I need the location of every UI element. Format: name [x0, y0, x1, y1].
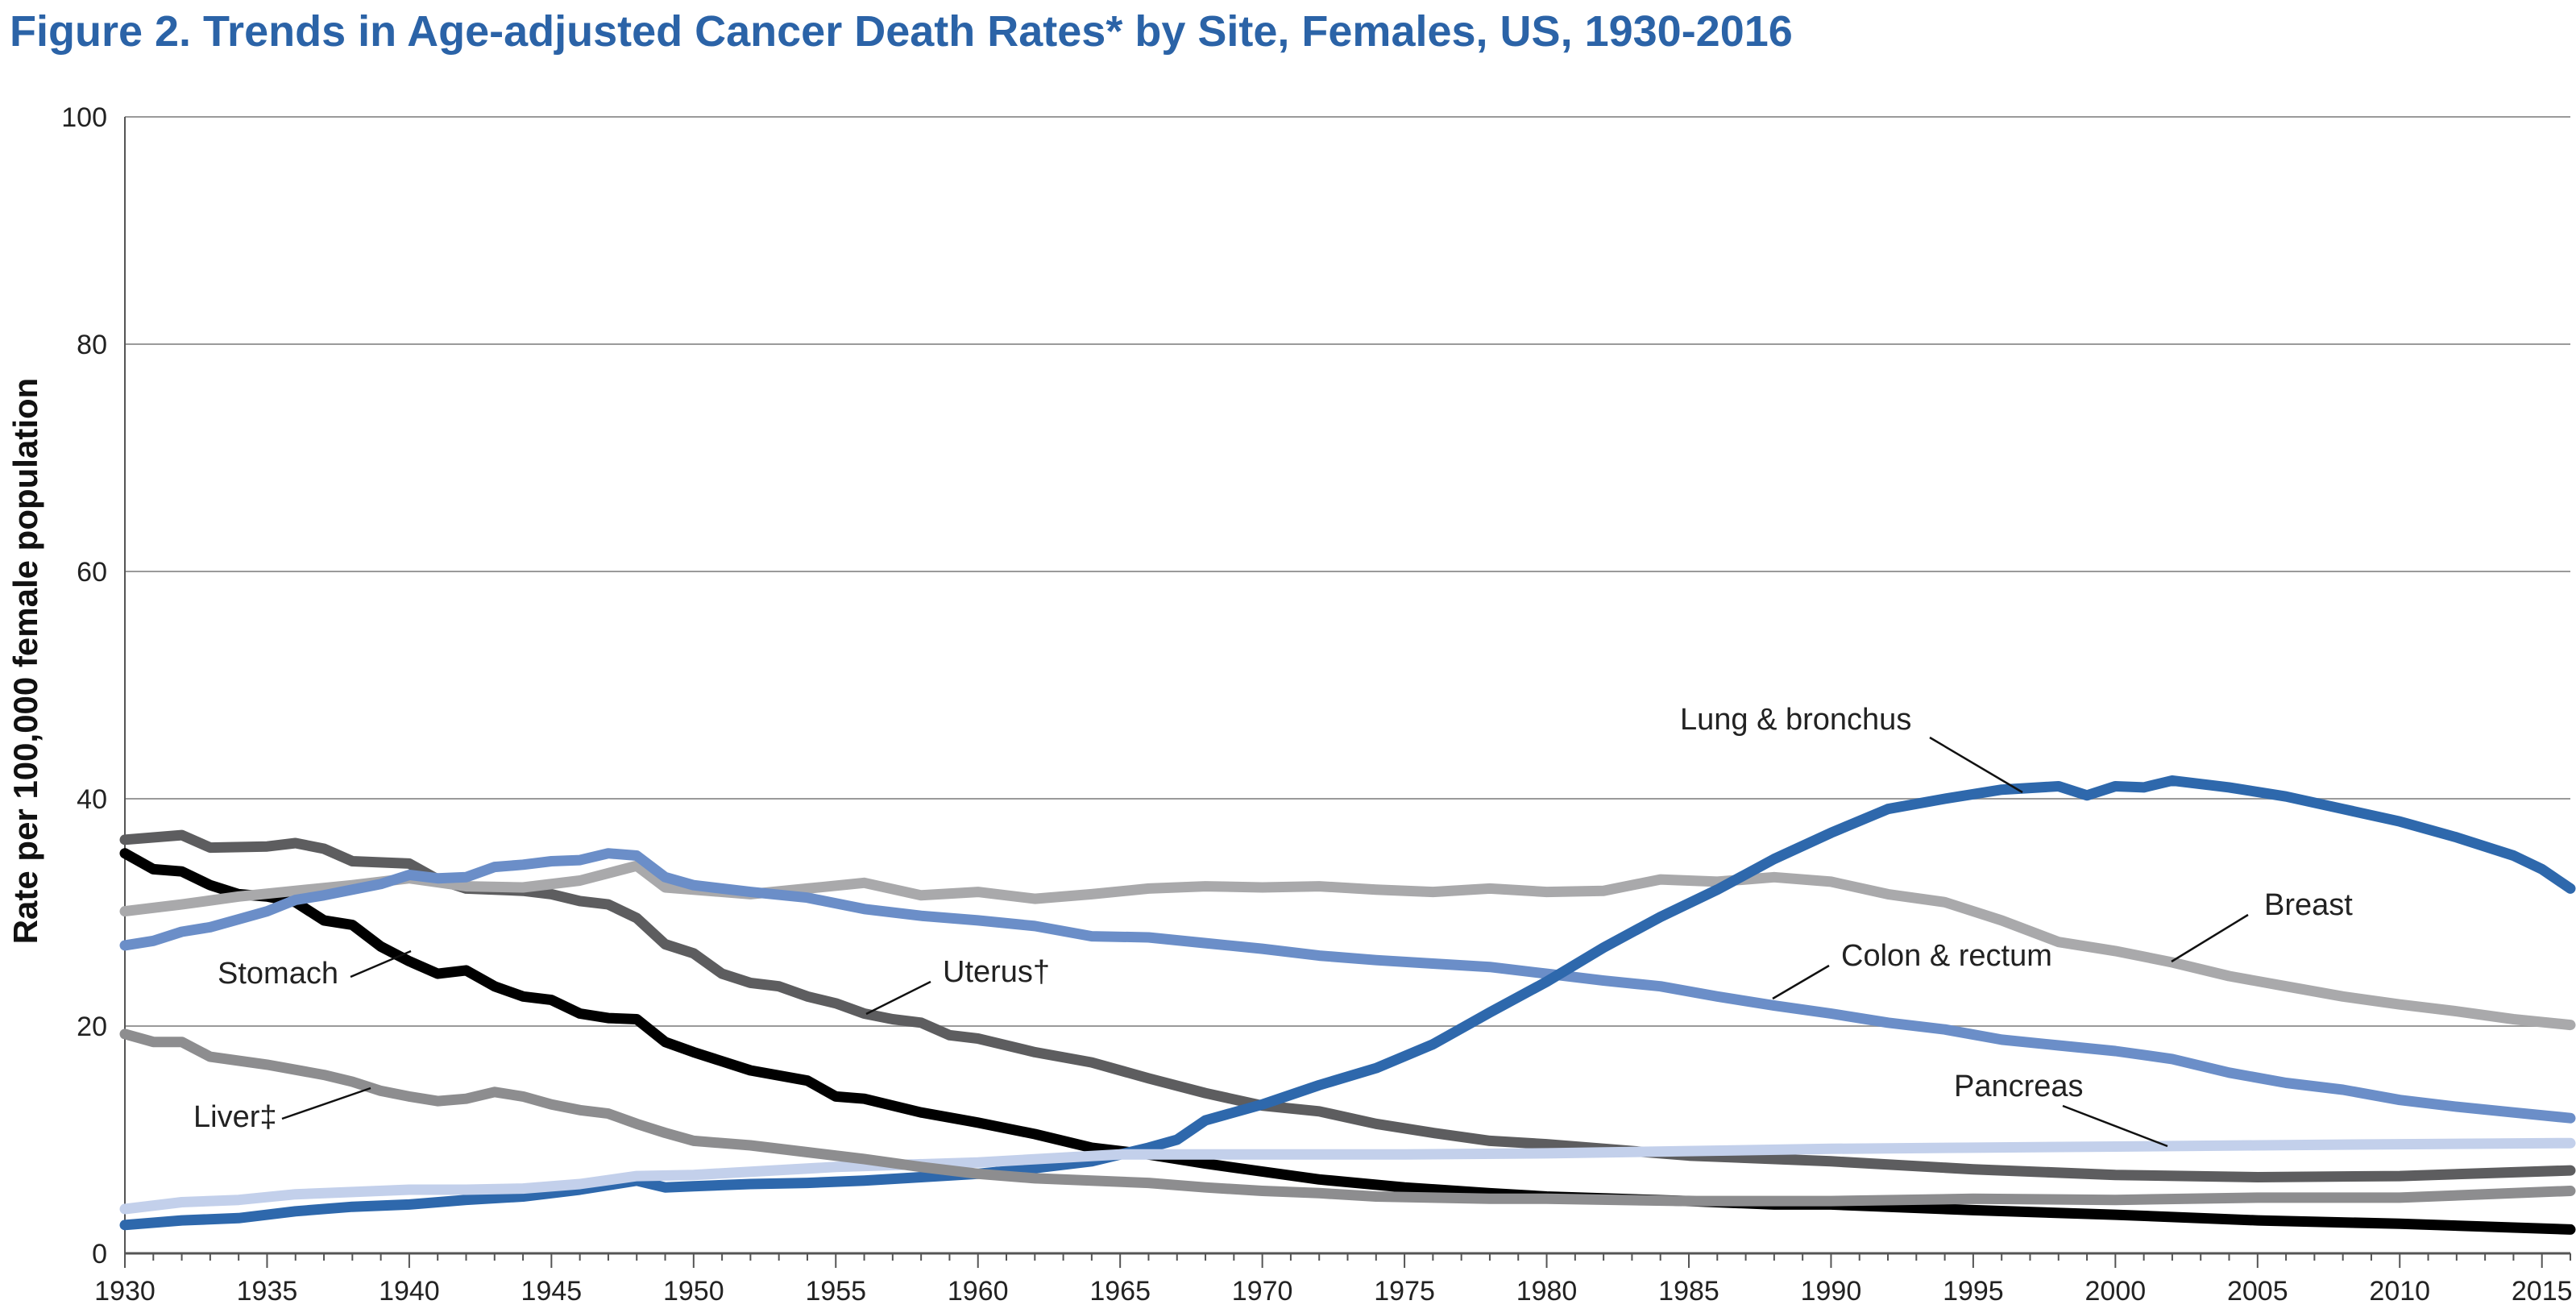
series-lines: [119, 775, 2576, 1235]
series-label: Liver‡: [193, 1100, 277, 1134]
x-tick-label: 1935: [237, 1276, 298, 1307]
series-label: Colon & rectum: [1841, 939, 2052, 973]
x-tick-label: 1955: [805, 1276, 866, 1307]
y-tick-label: 100: [61, 102, 107, 133]
x-tick-label: 1975: [1374, 1276, 1435, 1307]
y-tick-label: 40: [77, 784, 107, 815]
x-tick-label: 1965: [1089, 1276, 1151, 1307]
series-label: Pancreas: [1954, 1070, 2084, 1103]
x-tick-label: 1940: [379, 1276, 440, 1307]
series-label: Breast: [2264, 888, 2353, 922]
gridlines: [125, 116, 2570, 1027]
series-line-liver: [119, 1028, 2576, 1207]
x-tick-label: 1950: [663, 1276, 724, 1307]
leader-line: [281, 1087, 371, 1120]
series-line-breast: [119, 860, 2576, 1031]
x-tick-label: 1970: [1232, 1276, 1293, 1307]
y-tick-label: 80: [77, 330, 107, 360]
x-tick-label: 2010: [2369, 1276, 2430, 1307]
x-tick-label: 1960: [948, 1276, 1009, 1307]
axes: 0 20 40 60 80 100 1930 1935 1940 1945 1950 1955 1960…: [61, 102, 2572, 1307]
x-tick-label: 1945: [521, 1276, 583, 1307]
x-tick-label: 2005: [2227, 1276, 2288, 1307]
series-line-uterus: [119, 829, 2576, 1182]
y-tick-label: 20: [77, 1012, 107, 1042]
x-tick-label: 1990: [1801, 1276, 1862, 1307]
x-tick-label: 1980: [1516, 1276, 1578, 1307]
x-tick-label: 2015: [2512, 1276, 2573, 1307]
series-label: Lung & bronchus: [1680, 703, 1911, 737]
leader-line: [1929, 736, 2023, 794]
series-label: Uterus†: [943, 955, 1050, 989]
series-line-lung-bronchus: [119, 775, 2576, 1231]
series-label: Stomach: [218, 957, 338, 991]
chart-title: Figure 2. Trends in Age-adjusted Cancer …: [10, 7, 1793, 56]
leader-line: [2062, 1104, 2168, 1148]
y-tick-label: 60: [77, 557, 107, 588]
series-line-colon-rectum: [119, 848, 2576, 1124]
x-tick-label: 1985: [1658, 1276, 1719, 1307]
x-tick-label: 1995: [1943, 1276, 2004, 1307]
series-labels: Lung & bronchus Breast Colon & rectum Pancr…: [193, 703, 2353, 1148]
leader-line: [2171, 913, 2249, 963]
x-tick-label: 2000: [2085, 1276, 2147, 1307]
leader-line: [865, 980, 931, 1016]
leader-line: [1772, 964, 1830, 1000]
y-axis-title: Rate per 100,000 female population: [6, 378, 44, 945]
leader-line: [350, 949, 412, 979]
y-tick-label: 0: [92, 1239, 107, 1269]
x-tick-label: 1930: [94, 1276, 156, 1307]
